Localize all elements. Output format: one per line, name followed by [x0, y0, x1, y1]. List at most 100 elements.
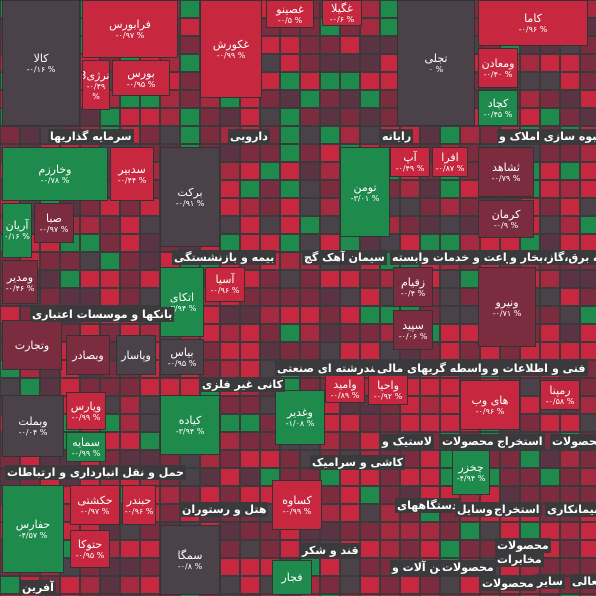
filler-cell	[580, 324, 596, 342]
stock-change: -۰/۸۷ %	[435, 163, 465, 173]
filler-cell	[320, 72, 340, 90]
stock-tile[interactable]: سمگا -۰/۸ %	[160, 525, 220, 595]
stock-tile[interactable]: حفارس -۴/۵۷ %	[2, 485, 64, 573]
filler-cell	[340, 306, 360, 324]
filler-cell	[120, 270, 140, 288]
filler-cell	[80, 576, 100, 594]
stock-tile[interactable]: آپ -۰/۴۹ %	[390, 147, 430, 177]
stock-tile[interactable]: بورس -۰/۹۵ %	[112, 60, 170, 96]
stock-tile[interactable]: انرژی3-۰/۴۹ %	[82, 60, 110, 110]
stock-tile[interactable]: چخزر -۴/۹۴ %	[452, 450, 490, 495]
filler-cell	[300, 108, 320, 126]
stock-tile[interactable]: حبندر -۰/۹۶ %	[122, 485, 156, 525]
filler-cell	[540, 270, 560, 288]
filler-cell	[560, 54, 580, 72]
filler-cell	[240, 414, 260, 432]
filler-cell	[520, 72, 540, 90]
stock-tile[interactable]: ونیرو -۰/۷۱ %	[478, 267, 536, 347]
stock-tile[interactable]: وتجارت	[2, 320, 62, 370]
stock-tile[interactable]: فجار	[272, 560, 312, 595]
stock-tile[interactable]: غگیلا -۰/۶ %	[322, 0, 362, 26]
stock-tile[interactable]: وغدیر -۱/۰۸ %	[275, 390, 325, 445]
filler-cell	[0, 594, 20, 596]
stock-change: -۰/۵ %	[277, 15, 303, 25]
stock-name: بیاس	[170, 345, 194, 359]
stock-tile[interactable]: آسیا -۰/۹۶ %	[205, 267, 245, 302]
stock-tile[interactable]: کیاده -۳/۹۴ %	[160, 395, 220, 455]
filler-cell	[440, 378, 460, 396]
stock-tile[interactable]: کچاد -۰/۴۵ %	[478, 90, 518, 126]
stock-tile[interactable]: وبصادر	[66, 335, 110, 375]
stock-tile[interactable]: آریان ۰/۱۶ %	[2, 203, 32, 258]
filler-cell	[40, 270, 60, 288]
stock-tile[interactable]: رمپنا -۰/۵۸ %	[540, 380, 580, 410]
filler-cell	[400, 180, 420, 198]
stock-name: ویارس	[70, 399, 102, 413]
stock-tile[interactable]: غکورش -۰/۹۹ %	[200, 0, 262, 98]
stock-tile[interactable]: غصینو -۰/۵ %	[266, 0, 314, 28]
stock-tile[interactable]: وخارزم -۰/۷۸ %	[2, 147, 108, 201]
filler-cell	[420, 576, 440, 594]
stock-tile[interactable]: صبا -۰/۹۷ %	[34, 203, 74, 243]
stock-tile[interactable]: سمایه -۰/۹۹ %	[66, 432, 106, 462]
stock-tile[interactable]: های وب -۰/۹۶ %	[460, 380, 520, 430]
filler-cell	[100, 270, 120, 288]
stock-tile[interactable]: وپاسار	[116, 335, 156, 375]
filler-cell	[320, 54, 340, 72]
filler-cell	[260, 594, 280, 596]
stock-tile[interactable]: برکت -۰/۹۱ %	[160, 147, 220, 247]
stock-tile[interactable]: کرمان -۰/۹ %	[478, 200, 534, 238]
stock-tile[interactable]: حکشتی -۰/۹۷ %	[70, 485, 120, 525]
stock-change: -۰/۹۵ %	[75, 550, 105, 560]
stock-change: -۰/۴۴ %	[117, 175, 147, 185]
stock-tile[interactable]: وامید -۰/۸۹ %	[325, 375, 365, 403]
filler-cell	[560, 108, 580, 126]
filler-cell	[280, 198, 300, 216]
stock-change: -۰/۸۹ %	[330, 390, 360, 400]
stock-tile[interactable]: فرابورس -۰/۹۷ %	[82, 0, 178, 58]
stock-tile[interactable]: ویارس -۰/۹۹ %	[66, 392, 106, 430]
stock-tile[interactable]: کساوه -۰/۹۹ %	[272, 480, 322, 530]
stock-tile[interactable]: ثشاهد -۰/۷۹ %	[478, 147, 534, 197]
stock-tile[interactable]: واحیا -۰/۹۲ %	[368, 375, 408, 405]
stock-tile[interactable]: سپید -۰/۰۶ %	[393, 310, 433, 350]
stock-tile[interactable]: بیاس -۰/۹۵ %	[160, 339, 204, 375]
filler-cell	[360, 108, 380, 126]
filler-cell	[360, 324, 380, 342]
stock-change: -۰/۹۷ %	[115, 30, 145, 40]
stock-tile[interactable]: کاما -۰/۹۶ %	[478, 0, 588, 46]
stock-name: غگیلا	[331, 1, 353, 15]
sector-label: اطلاعات و	[490, 361, 550, 376]
filler-cell	[260, 288, 280, 306]
filler-cell	[540, 342, 560, 360]
filler-cell	[220, 342, 240, 360]
stock-tile[interactable]: وبملت -۰/۰۴ %	[2, 395, 64, 457]
filler-cell	[560, 72, 580, 90]
stock-change: -۰/۴ %	[400, 288, 426, 298]
stock-change: -۰/۹۷ %	[39, 224, 69, 234]
filler-cell	[300, 162, 320, 180]
filler-cell	[560, 90, 580, 108]
stock-name: سمگا	[177, 548, 203, 562]
stock-name: آسیا	[215, 273, 235, 286]
filler-cell	[300, 36, 320, 54]
filler-cell	[520, 414, 540, 432]
filler-cell	[320, 486, 340, 504]
stock-name: صبا	[46, 211, 63, 225]
sector-label: هتل و رستوران	[180, 502, 269, 517]
filler-cell	[100, 288, 120, 306]
filler-cell	[580, 450, 596, 468]
stock-tile[interactable]: حتوکا -۰/۹۵ %	[70, 530, 110, 568]
stock-tile[interactable]: اتکای -۳/۹۴ %	[160, 267, 204, 337]
stock-tile[interactable]: کالا -۰/۱۶ %	[2, 0, 80, 126]
stock-tile[interactable]: تجلی ۰ %	[397, 0, 475, 126]
stock-name: تومن	[353, 180, 377, 194]
stock-tile[interactable]: ومدیر -۰/۴۶ %	[2, 260, 38, 304]
stock-tile[interactable]: سدبیر -۰/۴۴ %	[110, 147, 154, 201]
stock-tile[interactable]: افرا -۰/۸۷ %	[432, 147, 468, 177]
filler-cell	[340, 594, 360, 596]
stock-tile[interactable]: تومن -۳/۰۱ %	[340, 147, 390, 237]
stock-tile[interactable]: ومعادن -۰/۴۰ %	[478, 48, 518, 88]
stock-tile[interactable]: زفیام -۰/۴ %	[393, 267, 433, 307]
filler-cell	[280, 270, 300, 288]
